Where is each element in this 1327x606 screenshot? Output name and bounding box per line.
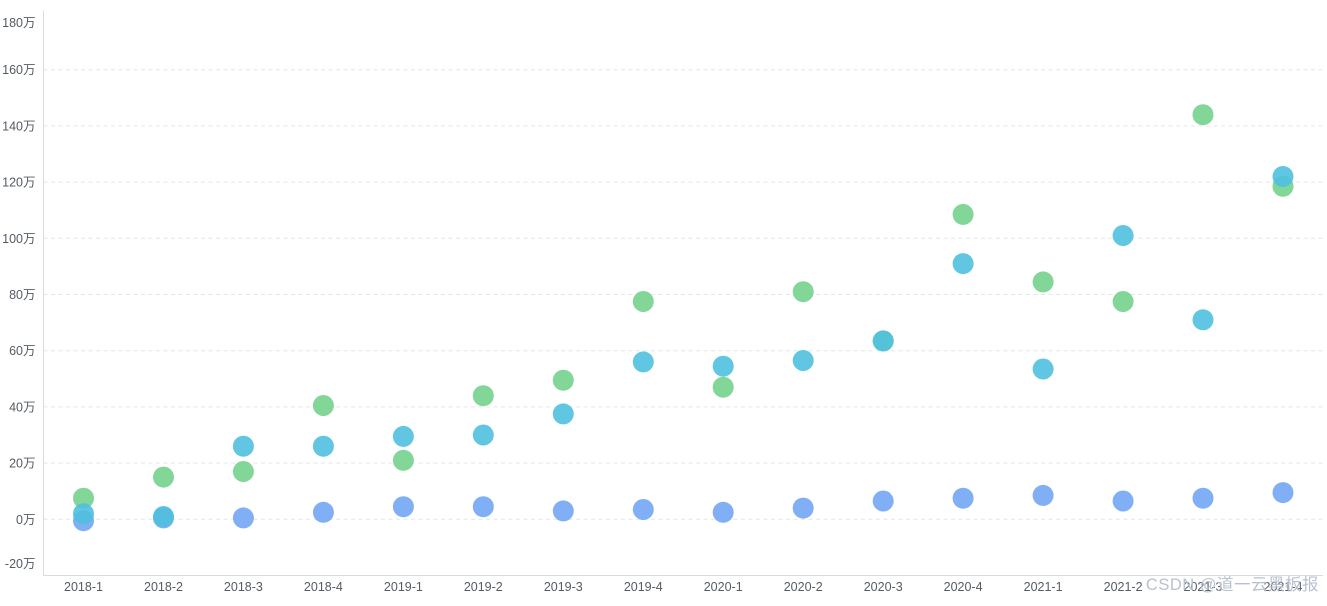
blue-series-point[interactable] bbox=[872, 490, 894, 512]
y-axis-tick-label: 40万 bbox=[9, 400, 35, 414]
blue-series-point[interactable] bbox=[792, 497, 814, 519]
cyan-series-point[interactable] bbox=[1112, 225, 1134, 246]
x-axis-tick-label: 2021-1 bbox=[1024, 580, 1063, 594]
x-axis-tick-label: 2021-4 bbox=[1264, 580, 1303, 594]
blue-series-point[interactable] bbox=[312, 501, 334, 523]
green-series-point[interactable] bbox=[312, 395, 334, 416]
cyan-series-point[interactable] bbox=[153, 506, 174, 527]
cyan-series-point[interactable] bbox=[312, 435, 334, 457]
y-axis-tick-label: 20万 bbox=[9, 457, 35, 471]
x-axis-tick-label: 2020-2 bbox=[784, 580, 823, 594]
x-axis-tick-label: 2020-1 bbox=[704, 580, 743, 594]
green-series-point[interactable] bbox=[1112, 291, 1134, 312]
green-series-point[interactable] bbox=[392, 449, 414, 471]
cyan-series-point[interactable] bbox=[952, 253, 974, 275]
green-series-point[interactable] bbox=[73, 487, 94, 509]
y-axis-tick-label: -20万 bbox=[5, 557, 36, 571]
y-axis-tick-label: 80万 bbox=[9, 288, 35, 302]
cyan-series-point[interactable] bbox=[872, 330, 894, 352]
cyan-series-point[interactable] bbox=[1272, 166, 1294, 187]
cyan-series-point[interactable] bbox=[232, 435, 254, 457]
cyan-series-point[interactable] bbox=[1032, 358, 1054, 380]
green-series-point[interactable] bbox=[232, 461, 254, 482]
cyan-series-point[interactable] bbox=[632, 351, 654, 373]
cyan-series-point[interactable] bbox=[73, 503, 94, 525]
blue-series-point[interactable] bbox=[632, 499, 654, 520]
cyan-series-point[interactable] bbox=[392, 425, 414, 447]
x-axis-tick-label: 2019-2 bbox=[464, 580, 503, 594]
x-axis-tick-label: 2018-3 bbox=[224, 580, 263, 594]
y-axis-tick-label: 120万 bbox=[2, 176, 35, 190]
blue-series-point[interactable] bbox=[552, 500, 574, 522]
green-series-point[interactable] bbox=[792, 281, 814, 303]
green-series-point[interactable] bbox=[632, 291, 654, 312]
x-axis-tick-label: 2020-4 bbox=[944, 580, 983, 594]
x-axis-tick-label: 2019-1 bbox=[384, 580, 423, 594]
x-axis-tick-label: 2018-1 bbox=[64, 580, 103, 594]
cyan-series-point[interactable] bbox=[712, 355, 734, 377]
x-axis-tick-label: 2020-3 bbox=[864, 580, 903, 594]
blue-series-point[interactable] bbox=[232, 507, 254, 529]
cyan-series-point[interactable] bbox=[552, 403, 574, 425]
green-series-point[interactable] bbox=[153, 466, 174, 488]
cyan-series-point[interactable] bbox=[792, 350, 814, 371]
y-axis-tick-label: 180万 bbox=[2, 16, 35, 30]
blue-series-point[interactable] bbox=[1192, 487, 1214, 509]
blue-series-point[interactable] bbox=[952, 487, 974, 509]
green-series-point[interactable] bbox=[1032, 271, 1054, 293]
y-axis-tick-label: 160万 bbox=[2, 63, 35, 77]
cyan-series-point[interactable] bbox=[472, 424, 494, 446]
blue-series-point[interactable] bbox=[472, 496, 494, 518]
green-series-point[interactable] bbox=[552, 369, 574, 391]
y-axis-tick-label: 100万 bbox=[2, 232, 35, 246]
blue-series-point[interactable] bbox=[1032, 484, 1054, 506]
green-series-point[interactable] bbox=[712, 376, 734, 398]
x-axis-tick-label: 2018-2 bbox=[144, 580, 183, 594]
blue-series-point[interactable] bbox=[712, 501, 734, 523]
x-axis-tick-label: 2018-4 bbox=[304, 580, 343, 594]
y-axis-tick-label: 60万 bbox=[9, 344, 35, 358]
blue-series-point[interactable] bbox=[1272, 482, 1294, 504]
x-axis-tick-label: 2019-3 bbox=[544, 580, 583, 594]
y-axis-tick-label: 140万 bbox=[2, 119, 35, 133]
cyan-series-point[interactable] bbox=[1192, 309, 1214, 331]
green-series-point[interactable] bbox=[952, 203, 974, 225]
green-series-point[interactable] bbox=[472, 385, 494, 407]
blue-series-point[interactable] bbox=[392, 496, 414, 518]
x-axis-tick-label: 2021-3 bbox=[1184, 580, 1223, 594]
x-axis-tick-label: 2021-2 bbox=[1104, 580, 1143, 594]
x-axis-tick-label: 2019-4 bbox=[624, 580, 663, 594]
y-axis-tick-label: 0万 bbox=[16, 513, 35, 527]
blue-series-point[interactable] bbox=[1112, 490, 1134, 512]
green-series-point[interactable] bbox=[1192, 104, 1214, 126]
